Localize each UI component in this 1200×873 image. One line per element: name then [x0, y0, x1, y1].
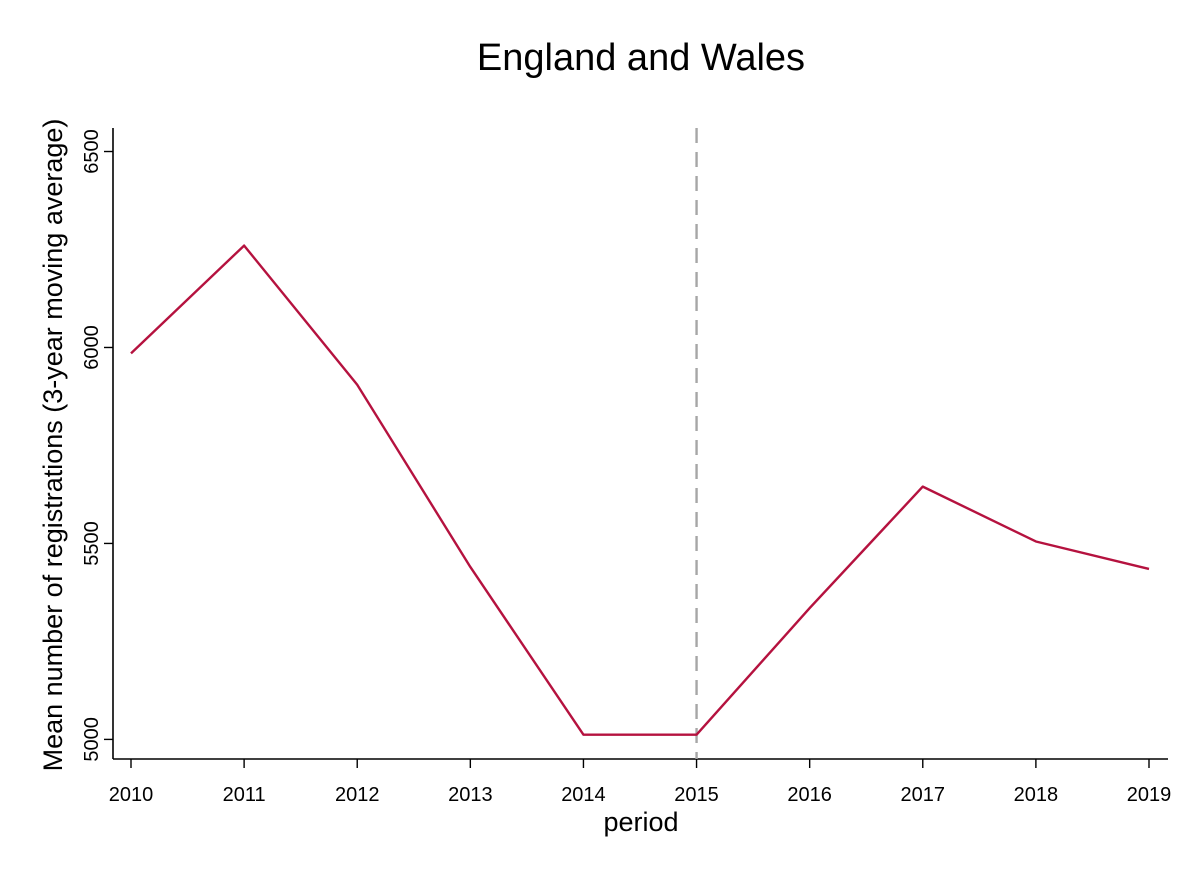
x-tick-label-2013: 2013 [448, 784, 493, 806]
y-axis-title: Mean number of registrations (3-year mov… [38, 119, 68, 772]
x-tick-label-2011: 2011 [223, 784, 266, 806]
x-tick-label-2014: 2014 [561, 784, 606, 806]
y-tick-label-5500: 5500 [81, 521, 103, 566]
series-group [130, 244, 1150, 736]
series-line-0 [130, 244, 1150, 736]
y-axis-ticks: 5000 5500 6000 6500 [81, 129, 113, 762]
x-tick-label-2019: 2019 [1127, 784, 1172, 806]
y-tick-label-6000: 6000 [81, 325, 103, 370]
x-tick-label-2018: 2018 [1014, 784, 1059, 806]
x-tick-label-2010: 2010 [109, 784, 154, 806]
x-tick-label-2017: 2017 [901, 784, 946, 806]
y-tick-label-6500: 6500 [81, 129, 103, 174]
y-tick-label-5000: 5000 [81, 717, 103, 762]
x-axis-ticks: 2010 2011 2012 2013 2014 2015 2016 2017 2018 2019 [109, 759, 1172, 806]
chart-title: England and Wales [477, 37, 805, 79]
x-axis-title: period [603, 807, 678, 837]
x-tick-label-2016: 2016 [787, 784, 832, 806]
x-tick-label-2012: 2012 [335, 784, 380, 806]
x-tick-label-2015: 2015 [674, 784, 719, 806]
